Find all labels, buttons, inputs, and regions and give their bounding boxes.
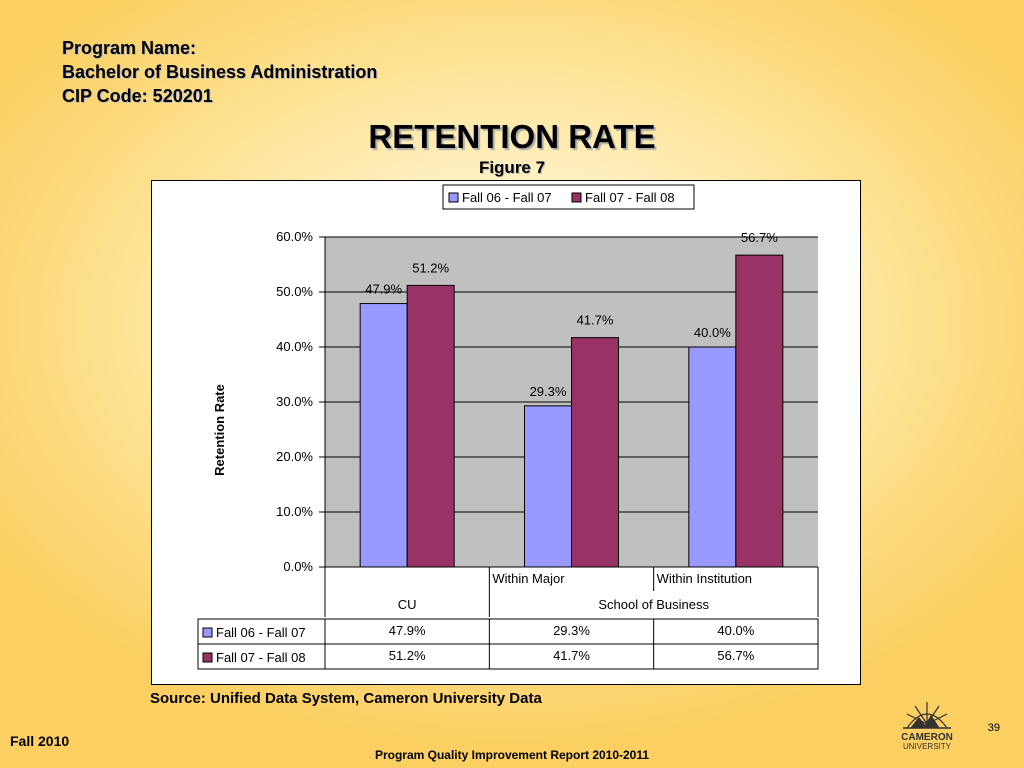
category-label: Within Major xyxy=(492,571,565,586)
table-cell-value: 41.7% xyxy=(553,648,590,663)
y-tick-label: 50.0% xyxy=(276,284,313,299)
table-cell-value: 40.0% xyxy=(717,623,754,638)
y-tick-label: 40.0% xyxy=(276,339,313,354)
data-label: 51.2% xyxy=(412,260,449,275)
table-cell-value: 47.9% xyxy=(389,623,426,638)
y-tick-label: 0.0% xyxy=(283,559,313,574)
y-tick-label: 20.0% xyxy=(276,449,313,464)
sunburst-icon xyxy=(903,702,951,729)
bar xyxy=(735,254,784,568)
cameron-university-logo: CAMERON UNIVERSITY xyxy=(901,702,953,751)
category-label: Within Institution xyxy=(657,571,752,586)
figure-label: Figure 7 xyxy=(478,158,546,177)
table-cell-value: 51.2% xyxy=(389,648,426,663)
program-label: Program Name: xyxy=(62,38,197,58)
y-tick-label: 60.0% xyxy=(276,229,313,244)
table-legend-key xyxy=(202,652,213,663)
legend-box xyxy=(442,184,695,210)
bar xyxy=(524,405,572,568)
data-label: 56.7% xyxy=(741,230,778,245)
bar xyxy=(688,346,737,568)
category-group-label: School of Business xyxy=(598,597,709,612)
program-name: Bachelor of Business Administration xyxy=(62,62,378,82)
table-cell-value: 56.7% xyxy=(717,648,754,663)
y-axis-label: Retention Rate xyxy=(212,384,227,476)
bar xyxy=(571,337,619,568)
chart-container: 0.0% 10.0% 20.0% 30.0% 40.0% 50.0% 60.0% Retent… xyxy=(151,180,861,685)
data-label: 41.7% xyxy=(577,313,614,328)
bar xyxy=(359,303,408,568)
term-label: Fall 2010 xyxy=(10,733,70,749)
legend-entry: Fall 07 - Fall 08 xyxy=(585,190,675,205)
table-legend-key xyxy=(202,627,213,638)
legend-swatch xyxy=(571,192,582,203)
bar xyxy=(406,284,455,568)
data-label: 47.9% xyxy=(365,282,402,297)
page-number: 39 xyxy=(987,722,1000,734)
logo-text-cameron: CAMERON xyxy=(901,732,953,743)
logo-text-university: UNIVERSITY xyxy=(903,742,952,751)
source-note: Source: Unified Data System, Cameron Uni… xyxy=(150,690,542,707)
category-group-label: CU xyxy=(398,597,417,612)
y-tick-label: 10.0% xyxy=(276,504,313,519)
data-label: 40.0% xyxy=(694,325,731,340)
cip-code: CIP Code: 520201 xyxy=(62,86,213,106)
data-label: 29.3% xyxy=(530,384,567,399)
chart-svg: 0.0% 10.0% 20.0% 30.0% 40.0% 50.0% 60.0% Retent… xyxy=(151,180,861,685)
legend-swatch xyxy=(448,192,459,203)
page-title: RETENTION RATE xyxy=(368,118,656,155)
y-tick-label: 30.0% xyxy=(276,394,313,409)
report-footer: Program Quality Improvement Report 2010-… xyxy=(374,748,650,762)
legend-entry: Fall 06 - Fall 07 xyxy=(462,190,552,205)
table-series-name: Fall 07 - Fall 08 xyxy=(216,650,306,665)
table-cell-value: 29.3% xyxy=(553,623,590,638)
table-series-name: Fall 06 - Fall 07 xyxy=(216,625,306,640)
